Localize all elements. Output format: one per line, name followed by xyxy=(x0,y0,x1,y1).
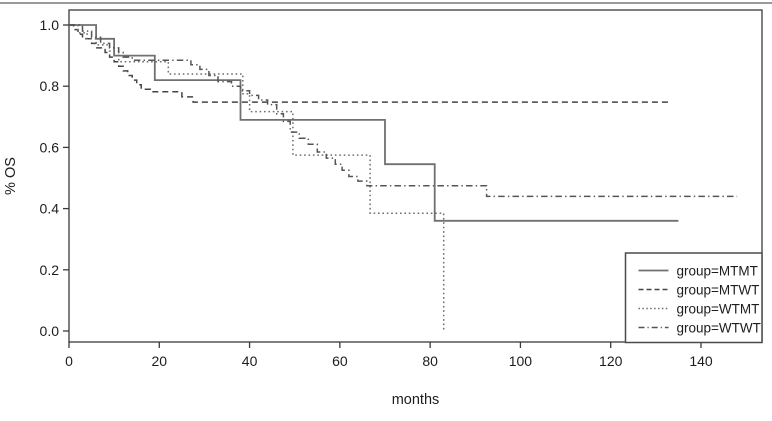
y-axis-tick-label: 0.2 xyxy=(40,262,60,278)
x-axis-title: months xyxy=(392,392,440,408)
legend-label-wtwt: group=WTWT xyxy=(677,320,761,335)
x-axis-tick-label: 80 xyxy=(422,353,438,369)
plot-frame xyxy=(68,9,763,343)
x-axis-tick-label: 140 xyxy=(689,353,713,369)
x-axis-tick-label: 40 xyxy=(242,353,258,369)
series-line-mtmt xyxy=(69,24,679,222)
series-line-wtmt xyxy=(69,24,445,331)
y-axis-tick-label: 1.0 xyxy=(40,17,60,33)
x-axis-tick-label: 60 xyxy=(332,353,348,369)
x-axis-tick-label: 0 xyxy=(65,353,73,369)
legend-label-mtwt: group=MTWT xyxy=(677,282,760,297)
legend-label-mtmt: group=MTMT xyxy=(677,263,758,278)
y-axis-tick-label: 0.0 xyxy=(40,323,60,339)
series-line-mtwt xyxy=(69,24,670,103)
series-line-wtwt xyxy=(69,24,738,198)
figure-top-border xyxy=(0,2,772,4)
y-axis-tick-label: 0.6 xyxy=(40,139,60,155)
x-axis-tick-label: 100 xyxy=(509,353,533,369)
y-axis-tick-label: 0.8 xyxy=(40,78,60,94)
x-axis-tick-label: 20 xyxy=(151,353,167,369)
x-axis-tick-label: 120 xyxy=(599,353,623,369)
legend-label-wtmt: group=WTMT xyxy=(677,301,760,316)
y-axis-title: % OS xyxy=(3,157,19,195)
y-axis-tick-label: 0.4 xyxy=(40,201,60,217)
